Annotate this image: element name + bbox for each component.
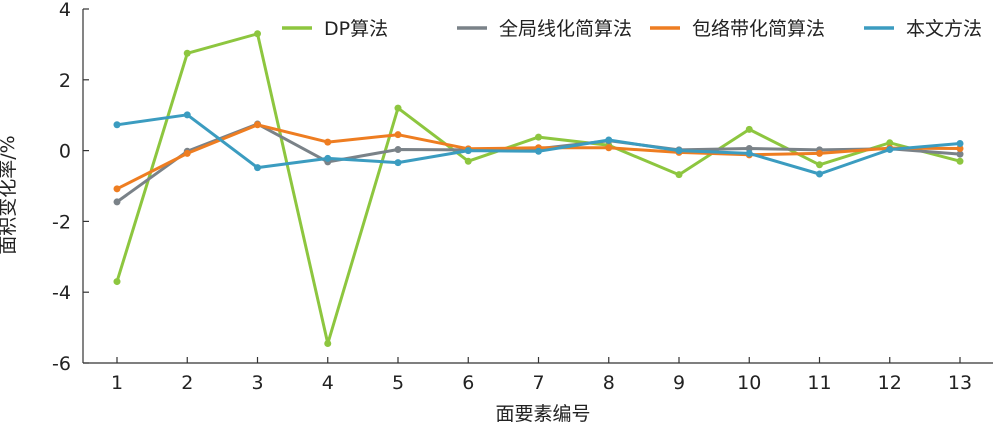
x-tick-label: 9 xyxy=(673,372,685,394)
series-line xyxy=(115,32,961,345)
data-point xyxy=(464,147,472,155)
data-point xyxy=(113,198,121,206)
y-axis-title: 面积变化率/% xyxy=(0,135,19,254)
data-point xyxy=(745,125,753,133)
data-point xyxy=(113,121,121,129)
x-tick-label: 13 xyxy=(948,372,972,394)
x-axis-title: 面要素编号 xyxy=(495,403,590,425)
data-point xyxy=(956,144,964,152)
data-point xyxy=(324,154,332,162)
legend-label: 本文方法 xyxy=(906,18,982,40)
x-tick-label: 11 xyxy=(807,372,831,394)
x-tick-label: 4 xyxy=(322,372,334,394)
x-tick-label: 5 xyxy=(392,372,404,394)
data-point xyxy=(745,144,753,152)
x-tick-label: 3 xyxy=(251,372,263,394)
data-point xyxy=(605,144,613,152)
data-point xyxy=(254,164,261,172)
data-point xyxy=(183,149,191,157)
data-point xyxy=(113,185,121,193)
data-point xyxy=(394,146,402,154)
legend-label: DP算法 xyxy=(324,18,388,40)
data-point xyxy=(816,161,823,169)
data-point xyxy=(956,150,964,158)
legend-label: 全局线化简算法 xyxy=(499,18,632,40)
data-point xyxy=(675,171,683,179)
x-tick-label: 7 xyxy=(532,372,544,394)
legend-item: 包络带化简算法 xyxy=(650,18,825,40)
data-point xyxy=(816,170,823,178)
x-tick-label: 6 xyxy=(462,372,474,394)
x-tick-label: 12 xyxy=(878,372,902,394)
data-point xyxy=(745,149,753,157)
data-point xyxy=(254,121,261,129)
x-tick-label: 2 xyxy=(181,372,193,394)
data-point xyxy=(956,140,964,148)
legend-item: 全局线化简算法 xyxy=(457,18,632,40)
series-layer xyxy=(113,30,964,348)
legend-label: 包络带化简算法 xyxy=(692,18,825,40)
data-point xyxy=(113,278,121,286)
data-point xyxy=(535,133,542,141)
series-2 xyxy=(113,120,964,206)
data-point xyxy=(886,146,894,154)
y-tick-label: -4 xyxy=(52,282,71,304)
data-point xyxy=(183,111,191,119)
data-point xyxy=(464,157,472,165)
data-point xyxy=(183,49,191,57)
legend-item: 本文方法 xyxy=(864,18,982,40)
data-point xyxy=(956,157,964,165)
x-tick-label: 1 xyxy=(111,372,123,394)
y-tick-label: 4 xyxy=(59,0,71,21)
data-point xyxy=(675,147,683,155)
series-1 xyxy=(113,30,964,348)
y-tick-label: -6 xyxy=(52,353,71,375)
data-point xyxy=(394,159,402,167)
data-point xyxy=(816,149,823,157)
x-tick-label: 10 xyxy=(737,372,761,394)
series-4 xyxy=(113,111,964,178)
data-point xyxy=(324,138,332,146)
data-point xyxy=(886,139,894,147)
legend: DP算法 全局线化简算法 包络带化简算法 本文方法 xyxy=(282,18,982,40)
data-point xyxy=(394,131,402,139)
legend-item: DP算法 xyxy=(282,18,388,40)
x-tick-label: 8 xyxy=(603,372,615,394)
data-point xyxy=(605,136,613,144)
data-point xyxy=(324,340,332,348)
y-tick-label: -2 xyxy=(52,211,71,233)
data-point xyxy=(254,30,261,38)
y-tick-label: 2 xyxy=(59,70,71,92)
y-tick-label: 0 xyxy=(59,141,71,163)
data-point xyxy=(535,147,542,155)
data-point xyxy=(394,104,402,112)
